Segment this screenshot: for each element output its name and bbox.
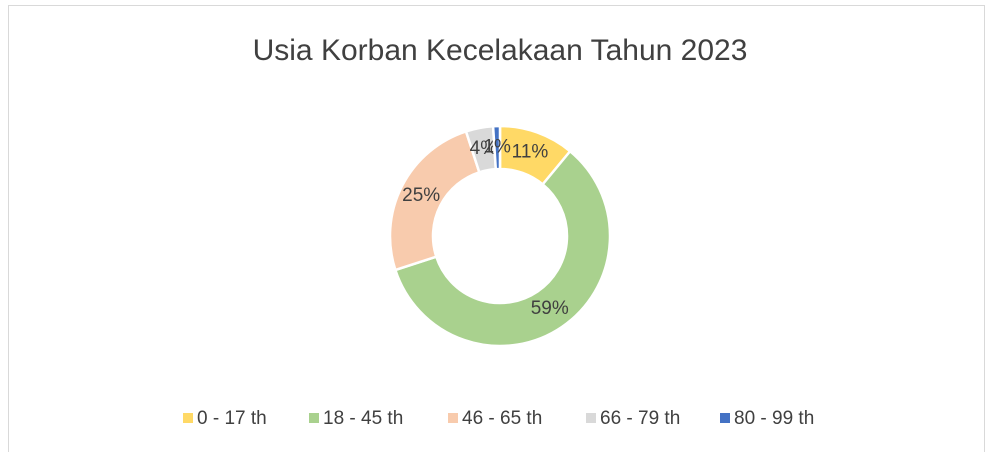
legend-swatch [309, 413, 319, 423]
legend-swatch [720, 413, 730, 423]
data-label: 4% [470, 138, 498, 159]
legend-label: 80 - 99 th [734, 408, 814, 429]
legend-label: 46 - 65 th [462, 408, 542, 429]
legend-label: 66 - 79 th [600, 408, 680, 429]
legend-swatch [448, 413, 458, 423]
donut-slice [393, 149, 612, 348]
donut-slice [491, 124, 502, 171]
legend-label: 0 - 17 th [197, 408, 267, 429]
chart-title: Usia Korban Kecelakaan Tahun 2023 [253, 34, 748, 67]
legend-swatch [586, 413, 596, 423]
data-label: 1% [483, 137, 511, 158]
data-label: 11% [512, 142, 549, 163]
data-label: 59% [531, 298, 569, 319]
legend-swatch [183, 413, 193, 423]
data-label: 25% [402, 185, 440, 206]
legend-label: 18 - 45 th [323, 408, 403, 429]
chart-frame [8, 5, 985, 452]
